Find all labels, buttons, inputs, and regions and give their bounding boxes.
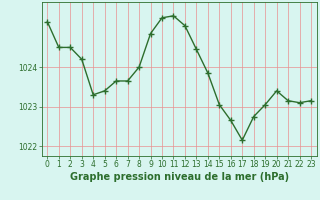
- X-axis label: Graphe pression niveau de la mer (hPa): Graphe pression niveau de la mer (hPa): [70, 172, 289, 182]
